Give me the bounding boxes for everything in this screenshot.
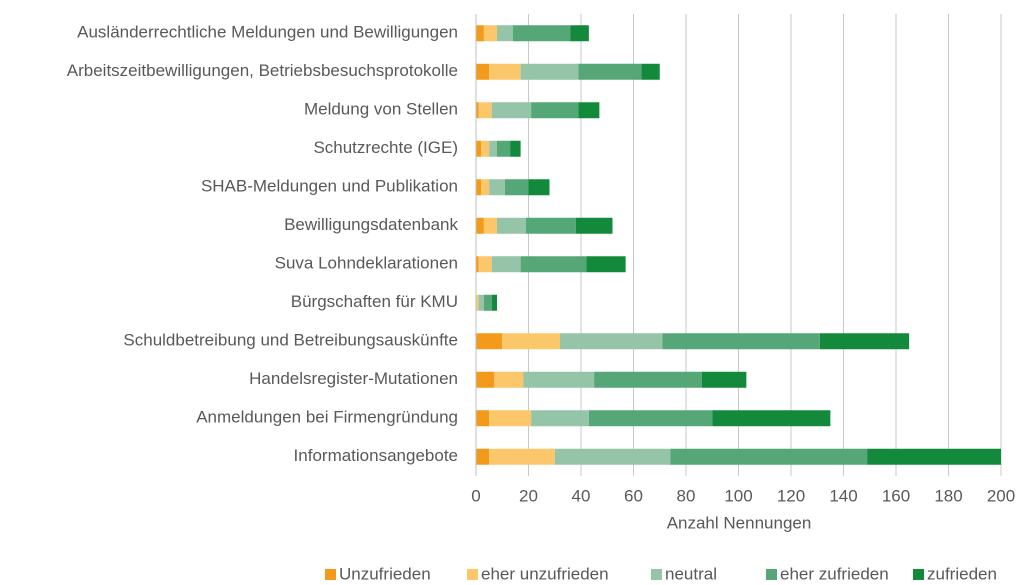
bar-segment	[491, 294, 497, 311]
bar-segment	[476, 410, 490, 427]
bar-segment	[520, 256, 587, 273]
bar-segment	[502, 333, 560, 350]
x-tick-label: 200	[987, 486, 1015, 505]
bar-segment	[662, 333, 820, 350]
bar-segment	[594, 371, 702, 388]
legend-label: eher zufrieden	[780, 564, 889, 583]
bar-segment	[701, 371, 747, 388]
bar-segment	[489, 179, 505, 196]
bar-segment	[489, 63, 521, 80]
y-tick-label: Meldung von Stellen	[304, 100, 458, 119]
bar-segment	[578, 63, 642, 80]
bar-segment	[575, 217, 613, 234]
x-tick-label: 120	[777, 486, 805, 505]
y-tick-label: Bewilligungsdatenbank	[284, 215, 458, 234]
x-tick-label: 160	[882, 486, 910, 505]
bar-segment	[491, 256, 521, 273]
bar-segment	[554, 448, 671, 465]
bar-segment	[478, 102, 492, 119]
bar-segment	[478, 294, 484, 311]
y-tick-label: Arbeitszeitbewilligungen, Betriebsbesuch…	[67, 61, 458, 80]
x-tick-label: 100	[724, 486, 752, 505]
bar-segment	[491, 102, 532, 119]
bar-segment	[525, 217, 576, 234]
bar-segment	[867, 448, 1001, 465]
legend-swatch	[766, 569, 777, 580]
bar-segment	[588, 410, 713, 427]
y-tick-label: Anmeldungen bei Firmengründung	[196, 408, 458, 427]
x-tick-label: 20	[519, 486, 538, 505]
bar-segment	[670, 448, 868, 465]
bar-segment	[476, 256, 479, 273]
x-axis-title: Anzahl Nennungen	[667, 513, 812, 532]
bar-segment	[476, 102, 479, 119]
y-tick-label: Handelsregister-Mutationen	[249, 369, 458, 388]
bar-segment	[476, 179, 482, 196]
y-tick-label: Ausländerrechtliche Meldungen und Bewill…	[77, 23, 458, 42]
legend-label: Unzufrieden	[339, 564, 431, 583]
bar-segment	[476, 448, 490, 465]
bar-segment	[497, 25, 513, 42]
bar-segment	[476, 25, 484, 42]
bar-segment	[560, 333, 663, 350]
bar-segment	[489, 140, 497, 157]
bar-segment	[641, 63, 660, 80]
x-tick-label: 0	[471, 486, 480, 505]
bar-segment	[483, 25, 497, 42]
legend-label: eher unzufrieden	[481, 564, 609, 583]
bar-segment	[483, 294, 492, 311]
bar-segment	[476, 294, 479, 311]
bar-segment	[586, 256, 626, 273]
bar-segment	[570, 25, 589, 42]
bar-segment	[481, 179, 490, 196]
x-tick-label: 140	[829, 486, 857, 505]
bar-segment	[520, 63, 579, 80]
bar-segment	[528, 179, 550, 196]
legend-label: zufrieden	[927, 564, 997, 583]
bar-segment	[512, 25, 571, 42]
bar-segment	[476, 371, 495, 388]
y-tick-label: Schutzrechte (IGE)	[313, 138, 458, 157]
y-tick-label: Suva Lohndeklarationen	[275, 254, 458, 273]
bar-segment	[712, 410, 831, 427]
y-tick-label: Schuldbetreibung und Betreibungsauskünft…	[123, 331, 458, 350]
bar-segment	[489, 448, 555, 465]
bar-segment	[483, 217, 497, 234]
bar-segment	[478, 256, 492, 273]
bar-segment	[497, 217, 526, 234]
bar-segment	[489, 410, 532, 427]
y-tick-label: Informationsangebote	[294, 446, 458, 465]
legend-swatch	[325, 569, 336, 580]
bar-segment	[504, 179, 529, 196]
bar-segment	[578, 102, 600, 119]
x-tick-label: 180	[934, 486, 962, 505]
bar-segment	[476, 217, 484, 234]
y-tick-label: Bürgschaften für KMU	[291, 292, 458, 311]
bar-segment	[476, 63, 490, 80]
bar-segment	[531, 410, 589, 427]
bar-segment	[476, 140, 482, 157]
x-tick-label: 80	[677, 486, 696, 505]
x-tick-label: 40	[572, 486, 591, 505]
bar-segment	[481, 140, 490, 157]
bar-segment	[523, 371, 595, 388]
y-tick-label: SHAB-Meldungen und Publikation	[201, 177, 458, 196]
bar-segment	[819, 333, 910, 350]
legend-label: neutral	[665, 564, 717, 583]
legend-swatch	[913, 569, 924, 580]
bar-segment	[476, 333, 503, 350]
legend-swatch	[651, 569, 662, 580]
bar-segment	[497, 140, 511, 157]
legend-swatch	[467, 569, 478, 580]
bar-segment	[510, 140, 521, 157]
bar-segment	[531, 102, 579, 119]
x-tick-label: 60	[624, 486, 643, 505]
bar-segment	[494, 371, 524, 388]
